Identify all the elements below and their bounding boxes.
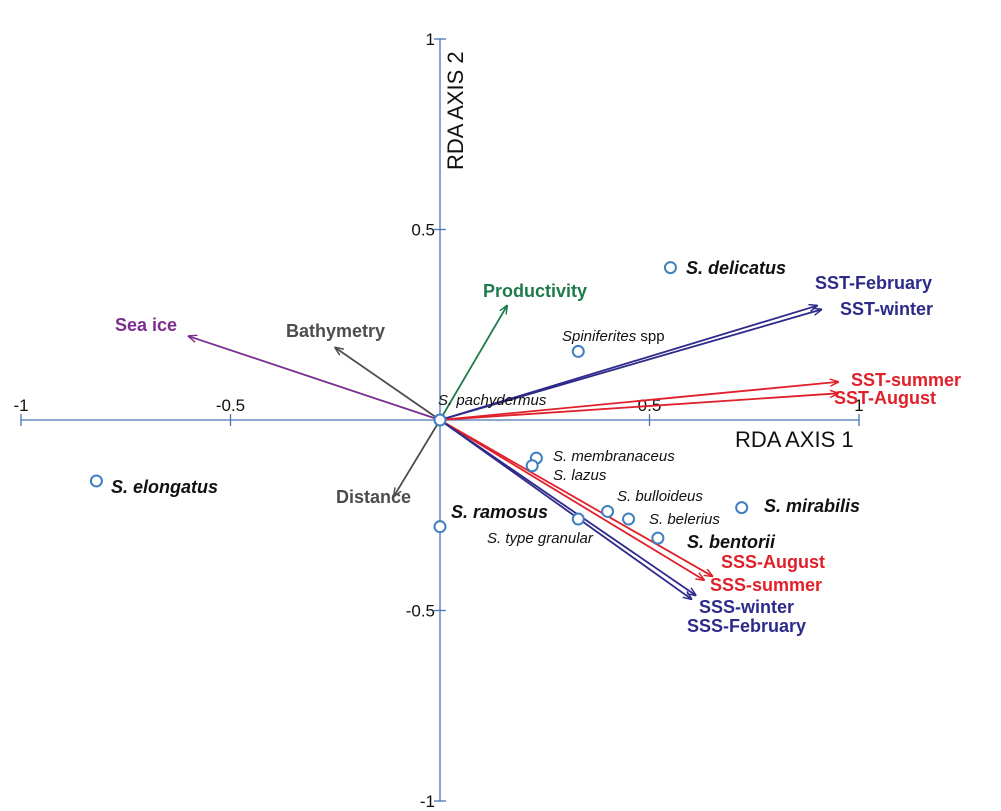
point-s-elongatus (91, 475, 102, 486)
species-label-s-membranaceus: S. membranaceus (553, 448, 675, 465)
species-label-s-elongatus: S. elongatus (111, 477, 218, 497)
point-s-mirabilis (736, 502, 747, 513)
species-name: S. elongatus (111, 477, 218, 497)
vector-label-bathymetry: Bathymetry (286, 321, 385, 341)
species-label-spiniferites: Spiniferites spp (562, 328, 665, 345)
species-name: S. delicatus (686, 258, 786, 278)
vector-label-sst-august: SST-August (834, 388, 936, 408)
species-name: S. mirabilis (764, 496, 860, 516)
point-s-delicatus (665, 262, 676, 273)
vector-label-sss-summer: SSS-summer (710, 575, 822, 595)
point-s-type-granular (573, 514, 584, 525)
point-s-pachydermus (435, 415, 446, 426)
vector-label-sss-august: SSS-August (721, 552, 825, 572)
x-tick-label: -1 (13, 396, 28, 415)
species-name: S. type granular (487, 530, 594, 547)
vector-label-distance: Distance (336, 487, 411, 507)
y-axis-title: RDA AXIS 2 (443, 51, 468, 170)
species-name: S. bulloideus (617, 488, 703, 505)
species-label-s-pachydermus: S. pachydermus (438, 392, 547, 409)
vector-label-sst-february: SST-February (815, 273, 932, 293)
x-tick-label: -0.5 (216, 396, 245, 415)
vector-label-sss-winter: SSS-winter (699, 597, 794, 617)
species-name: S. pachydermus (438, 392, 547, 409)
vector-distance (394, 420, 440, 496)
vector-label-sst-summer: SST-summer (851, 370, 961, 390)
vector-label-sss-february: SSS-February (687, 616, 806, 636)
species-name: S. membranaceus (553, 448, 675, 465)
species-name: S. belerius (649, 511, 720, 528)
species-name: S. ramosus (451, 502, 548, 522)
y-tick-label: -0.5 (406, 602, 435, 621)
point-s-belerius (623, 514, 634, 525)
species-name: S. lazus (553, 467, 607, 484)
point-s-bulloideus (602, 506, 613, 517)
vector-label-sst-winter: SST-winter (840, 299, 933, 319)
y-tick-label: 1 (426, 30, 435, 49)
y-tick-label: -1 (420, 792, 435, 811)
species-label-s-lazus: S. lazus (553, 467, 607, 484)
species-suffix: spp (636, 328, 664, 345)
point-spiniferites (573, 346, 584, 357)
species-name: S. bentorii (687, 532, 776, 552)
species-label-s-type-granular: S. type granular (487, 530, 594, 547)
species-label-s-bentorii: S. bentorii (687, 532, 776, 552)
vector-label-productivity: Productivity (483, 281, 587, 301)
species-name: Spiniferites (562, 328, 637, 345)
y-tick-label: 0.5 (411, 221, 435, 240)
species-label-s-delicatus: S. delicatus (686, 258, 786, 278)
vector-label-sea-ice: Sea ice (115, 315, 177, 335)
point-s-lazus (527, 460, 538, 471)
species-label-s-mirabilis: S. mirabilis (764, 496, 860, 516)
point-s-bentorii (652, 533, 663, 544)
species-label-s-ramosus: S. ramosus (451, 502, 548, 522)
species-label-s-bulloideus: S. bulloideus (617, 488, 703, 505)
x-axis-title: RDA AXIS 1 (735, 427, 854, 452)
point-s-ramosus (435, 521, 446, 532)
vector-bathymetry (335, 348, 440, 420)
species-label-s-belerius: S. belerius (649, 511, 720, 528)
